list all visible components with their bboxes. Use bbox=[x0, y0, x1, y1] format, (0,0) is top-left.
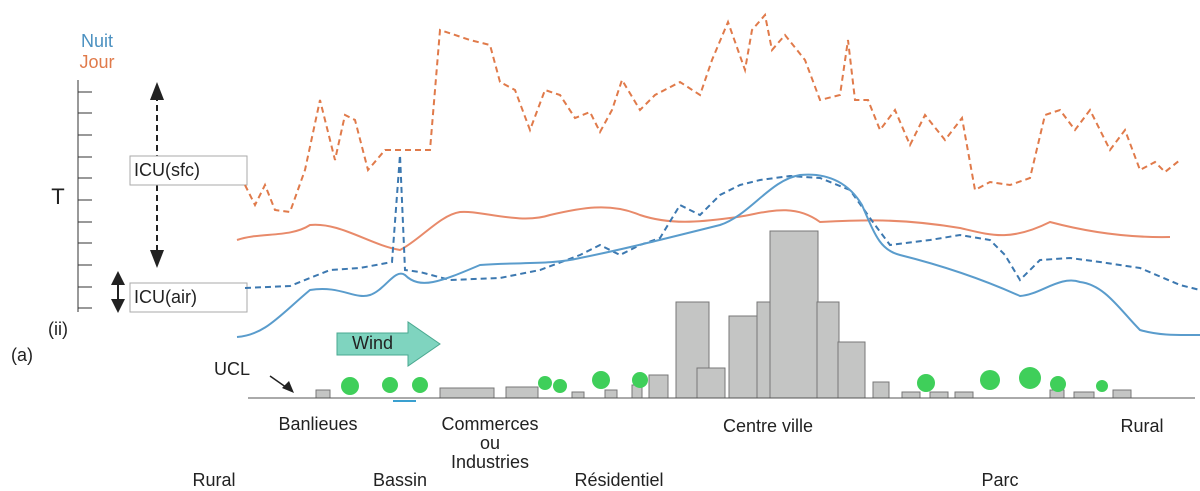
zone-label: ou bbox=[480, 433, 500, 453]
axis-label: T bbox=[51, 184, 64, 209]
wind-arrow bbox=[336, 321, 441, 367]
zone-label: Banlieues bbox=[278, 414, 357, 434]
zone-label: Bassin bbox=[373, 470, 427, 490]
ucl-label: UCL bbox=[214, 359, 250, 379]
zone-label: Parc bbox=[981, 470, 1018, 490]
zone-label: Rural bbox=[1120, 416, 1163, 436]
zone-label: Résidentiel bbox=[574, 470, 663, 490]
icu-air-label: ICU(air) bbox=[134, 287, 197, 307]
legend-day: Jour bbox=[79, 52, 114, 72]
day-air-curve bbox=[236, 206, 1171, 252]
zone-label: Commerces bbox=[441, 414, 538, 434]
icu-sfc-box bbox=[129, 155, 248, 186]
icu-arrows bbox=[111, 82, 164, 313]
zone-label: Centre ville bbox=[723, 416, 813, 436]
ucl-arrowhead bbox=[282, 381, 294, 393]
city-skyline bbox=[248, 230, 1195, 402]
zone-label: Industries bbox=[451, 452, 529, 472]
icu-air-box bbox=[129, 282, 248, 313]
temperature-axis bbox=[77, 80, 92, 312]
night-surface-curve bbox=[244, 154, 1200, 291]
zone-label: Rural bbox=[192, 470, 235, 490]
figure-label: (a) bbox=[11, 345, 33, 365]
wind-label: Wind bbox=[352, 333, 393, 353]
day-surface-curve bbox=[244, 12, 1181, 214]
icu-sfc-label: ICU(sfc) bbox=[134, 160, 200, 180]
night-air-curve bbox=[236, 173, 1200, 338]
legend-night: Nuit bbox=[81, 31, 113, 51]
panel-label: (ii) bbox=[48, 319, 68, 339]
